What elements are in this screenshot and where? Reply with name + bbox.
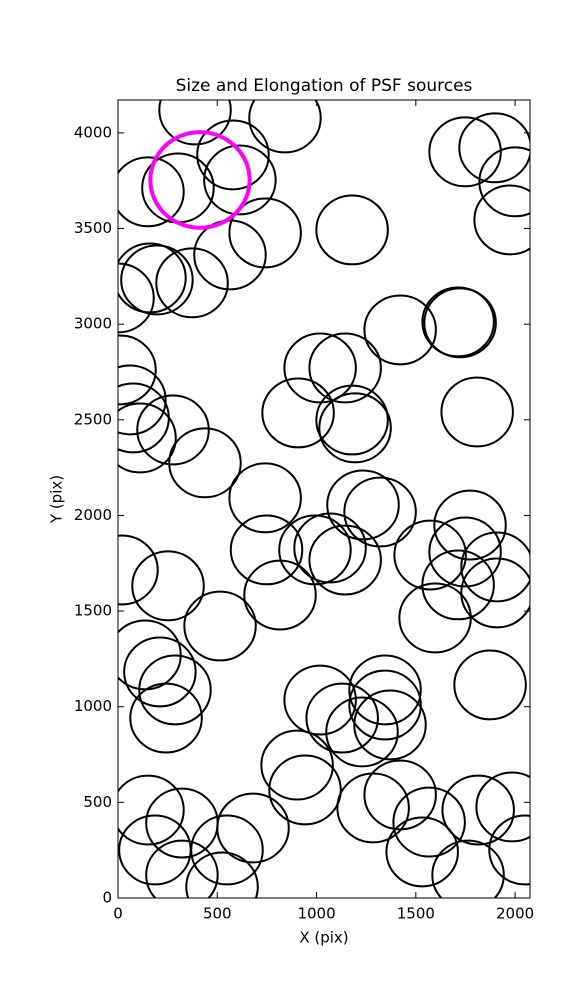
psf-source — [243, 559, 317, 631]
psf-source — [118, 156, 185, 228]
psf-source — [325, 696, 399, 768]
psf-source — [458, 112, 530, 184]
psf-source — [136, 394, 210, 466]
psf-source — [155, 247, 229, 319]
psf-source — [348, 669, 422, 741]
y-tick-label: 500 — [83, 793, 112, 811]
psf-source — [118, 262, 155, 334]
psf-source — [118, 334, 157, 406]
psf-source — [428, 116, 502, 188]
psf-source — [488, 814, 530, 886]
psf-source — [348, 654, 422, 726]
psf-source — [363, 294, 437, 366]
psf-source — [398, 582, 472, 654]
x-tick-label: 0 — [113, 905, 123, 923]
psf-source — [453, 649, 527, 721]
psf-source — [478, 146, 530, 218]
psf-source — [228, 197, 302, 269]
psf-source — [385, 816, 459, 888]
psf-source — [158, 100, 232, 146]
psf-source — [431, 839, 505, 898]
psf-source — [392, 786, 466, 858]
psf-source — [326, 469, 400, 541]
y-axis-label: Y (pix) — [48, 475, 66, 524]
psf-source — [460, 531, 530, 603]
x-axis-label: X (pix) — [299, 929, 348, 947]
plot-area — [118, 100, 530, 898]
psf-source — [308, 524, 382, 596]
psf-source — [441, 774, 515, 846]
x-tick-label: 1500 — [397, 905, 435, 923]
psf-source — [440, 376, 514, 448]
psf-source — [305, 682, 379, 754]
psf-source — [421, 286, 495, 358]
x-tick-label: 2000 — [496, 905, 534, 923]
y-tick-label: 0 — [102, 889, 112, 907]
psf-source — [393, 519, 467, 591]
psf-source — [475, 771, 530, 843]
psf-source — [118, 534, 159, 606]
plot-frame — [117, 99, 531, 899]
psf-source — [168, 427, 242, 499]
psf-source — [473, 184, 530, 256]
y-tick-label: 4000 — [74, 123, 112, 141]
y-tick-label: 3000 — [74, 315, 112, 333]
x-tick-label: 500 — [203, 905, 232, 923]
psf-source — [145, 839, 219, 898]
psf-source — [460, 557, 530, 629]
psf-source — [118, 402, 177, 474]
psf-source — [138, 654, 212, 726]
psf-source — [363, 759, 437, 831]
psf-source — [315, 194, 389, 266]
y-tick-label: 2500 — [74, 410, 112, 428]
psf-source — [131, 550, 205, 622]
psf-source — [185, 851, 259, 898]
psf-source — [433, 489, 507, 561]
psf-source — [293, 512, 367, 584]
psf-source — [129, 682, 203, 754]
psf-source — [343, 476, 417, 548]
y-tick-label: 1000 — [74, 697, 112, 715]
psf-source — [315, 384, 389, 456]
psf-source — [229, 514, 304, 586]
y-tick-label: 3500 — [74, 219, 112, 237]
psf-source — [216, 792, 290, 864]
psf-source — [228, 462, 302, 534]
psf-source — [118, 364, 167, 436]
psf-source — [248, 100, 322, 154]
psf-source — [353, 689, 427, 761]
psf-source — [261, 377, 335, 449]
psf-source — [308, 332, 382, 404]
psf-source — [183, 590, 257, 662]
psf-source — [118, 774, 185, 846]
chart-title: Size and Elongation of PSF sources — [176, 76, 473, 96]
psf-source — [283, 664, 357, 736]
psf-source — [190, 814, 264, 886]
y-tick-label: 1500 — [74, 602, 112, 620]
psf-source — [428, 516, 502, 588]
psf-source — [123, 636, 197, 708]
psf-source — [196, 119, 270, 191]
psf-source — [120, 244, 194, 316]
psf-source — [260, 729, 334, 801]
x-tick-label: 1000 — [297, 905, 335, 923]
psf-source — [148, 130, 252, 230]
psf-source — [203, 144, 277, 216]
y-tick-label: 2000 — [74, 506, 112, 524]
psf-source — [318, 392, 392, 464]
psf-source — [268, 754, 342, 826]
